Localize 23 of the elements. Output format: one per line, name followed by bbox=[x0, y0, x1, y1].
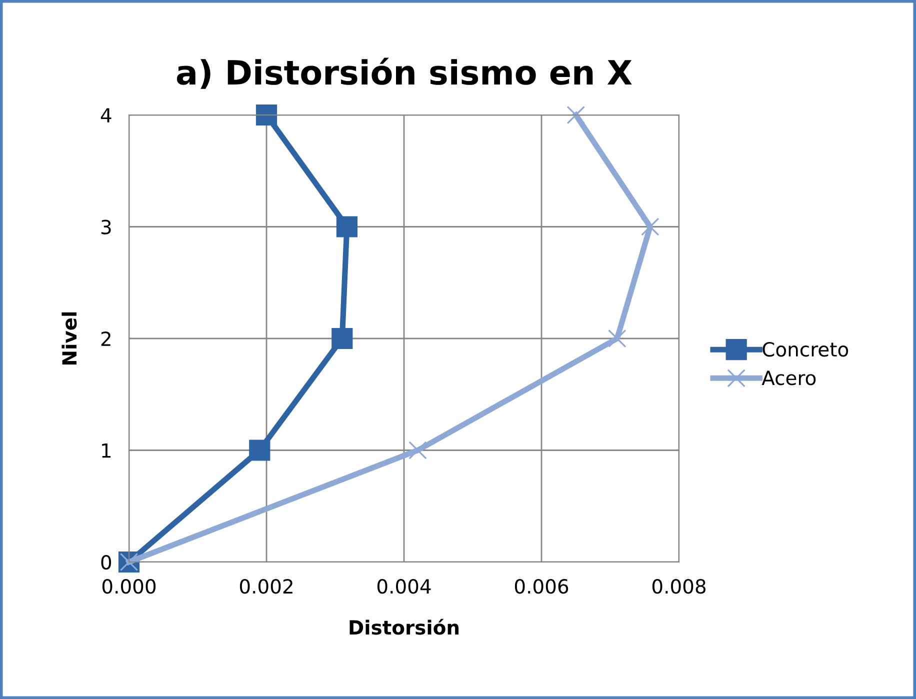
point bbox=[336, 216, 358, 238]
x-axis-title: Distorsión bbox=[350, 618, 459, 635]
y-tick-label: 0 bbox=[101, 554, 112, 570]
x-tick-label: 0.004 bbox=[377, 579, 431, 594]
point bbox=[608, 329, 626, 348]
y-tick-label: 3 bbox=[101, 220, 111, 234]
point bbox=[566, 106, 586, 124]
y-tick-label: 1 bbox=[102, 443, 111, 458]
point bbox=[408, 441, 427, 460]
legend-label: Concreto bbox=[762, 342, 848, 357]
x-tick-label: 0.000 bbox=[102, 579, 156, 594]
point bbox=[249, 440, 270, 461]
point bbox=[256, 104, 278, 126]
y-axis-title: Nivel bbox=[62, 312, 77, 364]
point bbox=[640, 218, 660, 236]
point bbox=[332, 328, 353, 350]
y-tick-label: 4 bbox=[100, 108, 112, 122]
legend-label: Acero bbox=[762, 370, 816, 386]
chart-title: a) Distorsión sismo en X bbox=[176, 58, 632, 89]
x-tick-label: 0.008 bbox=[652, 579, 706, 594]
y-tick-label: 2 bbox=[101, 331, 110, 346]
x-tick-label: 0.002 bbox=[240, 579, 292, 594]
x-tick-label: 0.006 bbox=[514, 579, 568, 594]
